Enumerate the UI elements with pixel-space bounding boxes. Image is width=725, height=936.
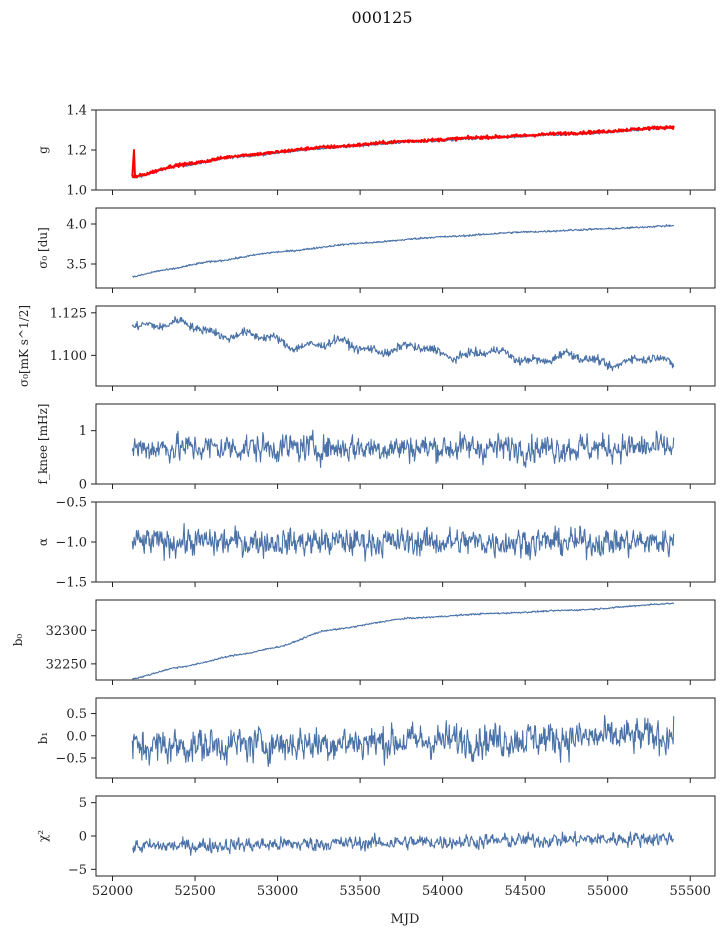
axes-frame-sigma0-mks [95,305,716,387]
series-line-alpha-0 [131,523,675,562]
panel-fknee: 0 1 f_knee [mHz] [36,403,716,493]
panel-b0: 32250 32300 b₀ [11,599,716,685]
x-tick-label-4: 54000 [422,884,463,899]
x-tick-label-7: 55500 [670,884,711,899]
panel-sigma0-du: 3.5 4.0 σ₀ [du] [36,207,716,293]
y-axis-label-b0: b₀ [11,634,25,647]
y-tick-label-sigma0-mks-1: 1.125 [50,306,87,321]
figure-title: 000125 [351,8,412,27]
axes-frame-fknee [95,403,716,485]
y-axis-label-g: g [36,146,50,154]
x-tick-label-0: 52000 [92,884,133,899]
y-axis-label-alpha: α [36,538,50,546]
series-line-b1-0 [131,714,675,767]
y-axis-label-chi2: χ² [36,830,50,842]
panel-chi2: −5 0 5 52000 52500 53000 53500 54000 54500 55000 5… [36,795,716,899]
x-tick-label-3: 53500 [339,884,380,899]
panel-b1: −0.5 0.0 0.5 b₁ [36,697,716,783]
y-tick-label-chi2-0: −5 [68,863,87,878]
series-line-b0-0 [132,602,675,680]
y-tick-label-b1-2: 0.5 [66,707,87,722]
y-axis-label-sigma0-mks: σ₀[mK s^1/2] [17,305,31,387]
series-line-sigma0-du-0 [132,224,675,278]
y-tick-label-b1-1: 0.0 [66,729,87,744]
x-tick-label-5: 54500 [504,884,545,899]
axes-frame-b1 [95,697,716,779]
panels: 1.0 1.2 1.4 g 3.5 4.0 σ₀ [du] 1.100 1.125 σ₀[mK s… [11,104,716,899]
y-tick-label-b0-1: 32300 [46,624,87,639]
series-line-g-0 [132,126,675,179]
y-tick-label-alpha-0: −1.5 [55,576,87,591]
y-tick-label-b0-0: 32250 [46,657,87,672]
panel-alpha: −1.5 −1.0 −0.5 α [36,496,716,591]
y-tick-label-g-2: 1.4 [66,104,87,119]
axes-frame-sigma0-du [95,207,716,289]
y-tick-label-chi2-2: 5 [79,796,87,811]
series-line-sigma0-mks-0 [131,316,675,372]
x-tick-label-1: 52500 [174,884,215,899]
y-tick-label-alpha-2: −0.5 [55,496,87,511]
panel-g: 1.0 1.2 1.4 g [36,104,716,199]
axes-frame-b0 [95,599,716,681]
y-tick-label-alpha-1: −1.0 [55,536,87,551]
y-axis-label-b1: b₁ [36,732,50,745]
x-tick-label-6: 55000 [587,884,628,899]
y-tick-label-sigma0-du-1: 4.0 [66,218,87,233]
y-tick-label-b1-0: −0.5 [55,752,87,767]
axes-frame-chi2 [95,795,716,877]
x-axis-label: MJD [391,912,420,927]
y-axis-label-sigma0-du: σ₀ [du] [36,227,50,269]
series-line-g-1 [131,125,675,179]
x-tick-label-2: 53000 [257,884,298,899]
axes-frame-g [95,109,716,191]
y-tick-label-sigma0-du-0: 3.5 [66,258,87,273]
y-axis-label-fknee: f_knee [mHz] [36,404,50,485]
panel-sigma0-mks: 1.100 1.125 σ₀[mK s^1/2] [17,305,716,391]
y-tick-label-g-0: 1.0 [66,184,87,199]
y-tick-label-sigma0-mks-0: 1.100 [50,349,87,364]
series-line-chi2-0 [131,830,675,856]
series-line-fknee-0 [131,429,675,468]
y-tick-label-g-1: 1.2 [66,144,87,159]
y-tick-label-fknee-0: 0 [79,478,87,493]
y-tick-label-chi2-1: 0 [79,830,87,845]
y-tick-label-fknee-1: 1 [79,424,87,439]
